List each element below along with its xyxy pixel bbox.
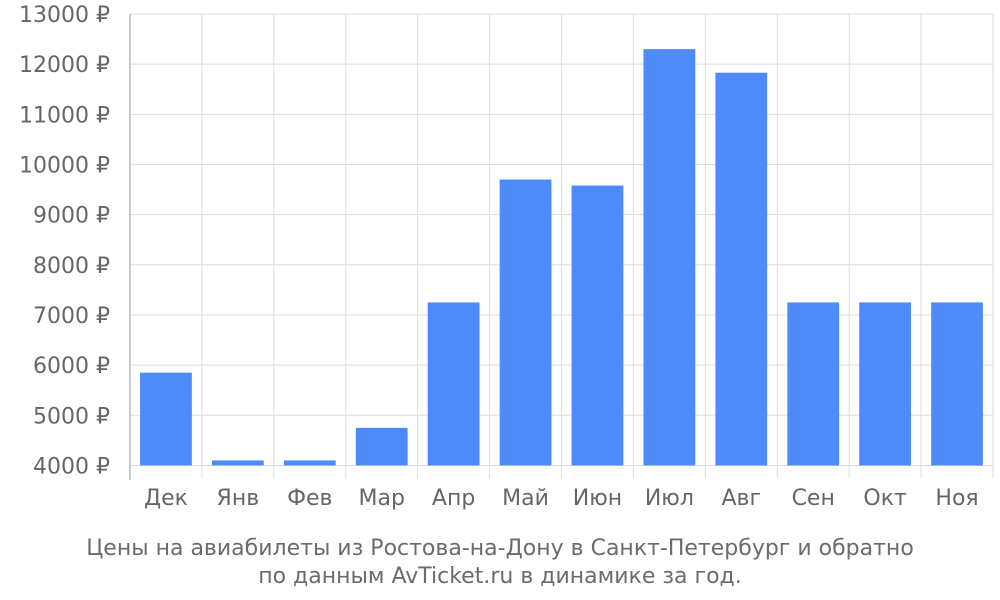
x-tick-labels: Дек Янв Фев Мар Апр Май Июн Июл Авг Сен Окт Ноя	[144, 486, 979, 511]
chart-caption-line-1: Цены на авиабилеты из Ростова-на-Дону в …	[86, 536, 914, 561]
x-tick-label: Мар	[358, 486, 404, 511]
x-tick-label: Сен	[792, 486, 835, 511]
x-tick-label: Авг	[722, 486, 762, 511]
x-tick-label: Фев	[287, 486, 332, 511]
bar	[715, 72, 768, 466]
chart-caption-line-2: по данным AvTicket.ru в динамике за год.	[258, 564, 742, 589]
bar	[859, 302, 912, 466]
y-tick-label: 10000 ₽	[19, 153, 110, 178]
y-tick-label: 4000 ₽	[33, 454, 110, 479]
x-tick-label: Май	[502, 486, 549, 511]
y-tick-label: 9000 ₽	[33, 204, 110, 229]
x-tick-label: Апр	[432, 486, 475, 511]
price-bar-chart: 4000 ₽ 5000 ₽ 6000 ₽ 7000 ₽ 8000 ₽ 9000 ₽ 1000…	[19, 3, 994, 511]
x-tick-label: Июн	[573, 486, 622, 511]
y-tick-label: 7000 ₽	[33, 304, 110, 329]
y-tick-label: 6000 ₽	[33, 354, 110, 379]
bar	[931, 302, 983, 466]
grid-lines	[130, 13, 994, 478]
bars	[140, 49, 983, 466]
y-tick-label: 13000 ₽	[19, 3, 110, 28]
bar	[427, 302, 480, 466]
x-tick-label: Ноя	[935, 486, 978, 511]
x-tick-label: Дек	[144, 486, 188, 511]
bar	[499, 179, 552, 466]
x-tick-label: Окт	[863, 486, 907, 511]
y-tick-label: 12000 ₽	[19, 53, 110, 78]
bar	[140, 372, 192, 466]
bar	[787, 302, 840, 466]
bar	[571, 185, 624, 466]
x-tick-label: Июл	[645, 486, 694, 511]
y-tick-labels: 4000 ₽ 5000 ₽ 6000 ₽ 7000 ₽ 8000 ₽ 9000 ₽ 1000…	[19, 3, 110, 479]
y-tick-label: 5000 ₽	[33, 404, 110, 429]
bar	[355, 427, 408, 466]
bar	[211, 460, 264, 466]
y-tick-label: 8000 ₽	[33, 254, 110, 279]
y-tick-label: 11000 ₽	[19, 103, 110, 128]
bar	[283, 460, 336, 466]
bar	[643, 49, 696, 466]
x-tick-label: Янв	[217, 486, 260, 511]
